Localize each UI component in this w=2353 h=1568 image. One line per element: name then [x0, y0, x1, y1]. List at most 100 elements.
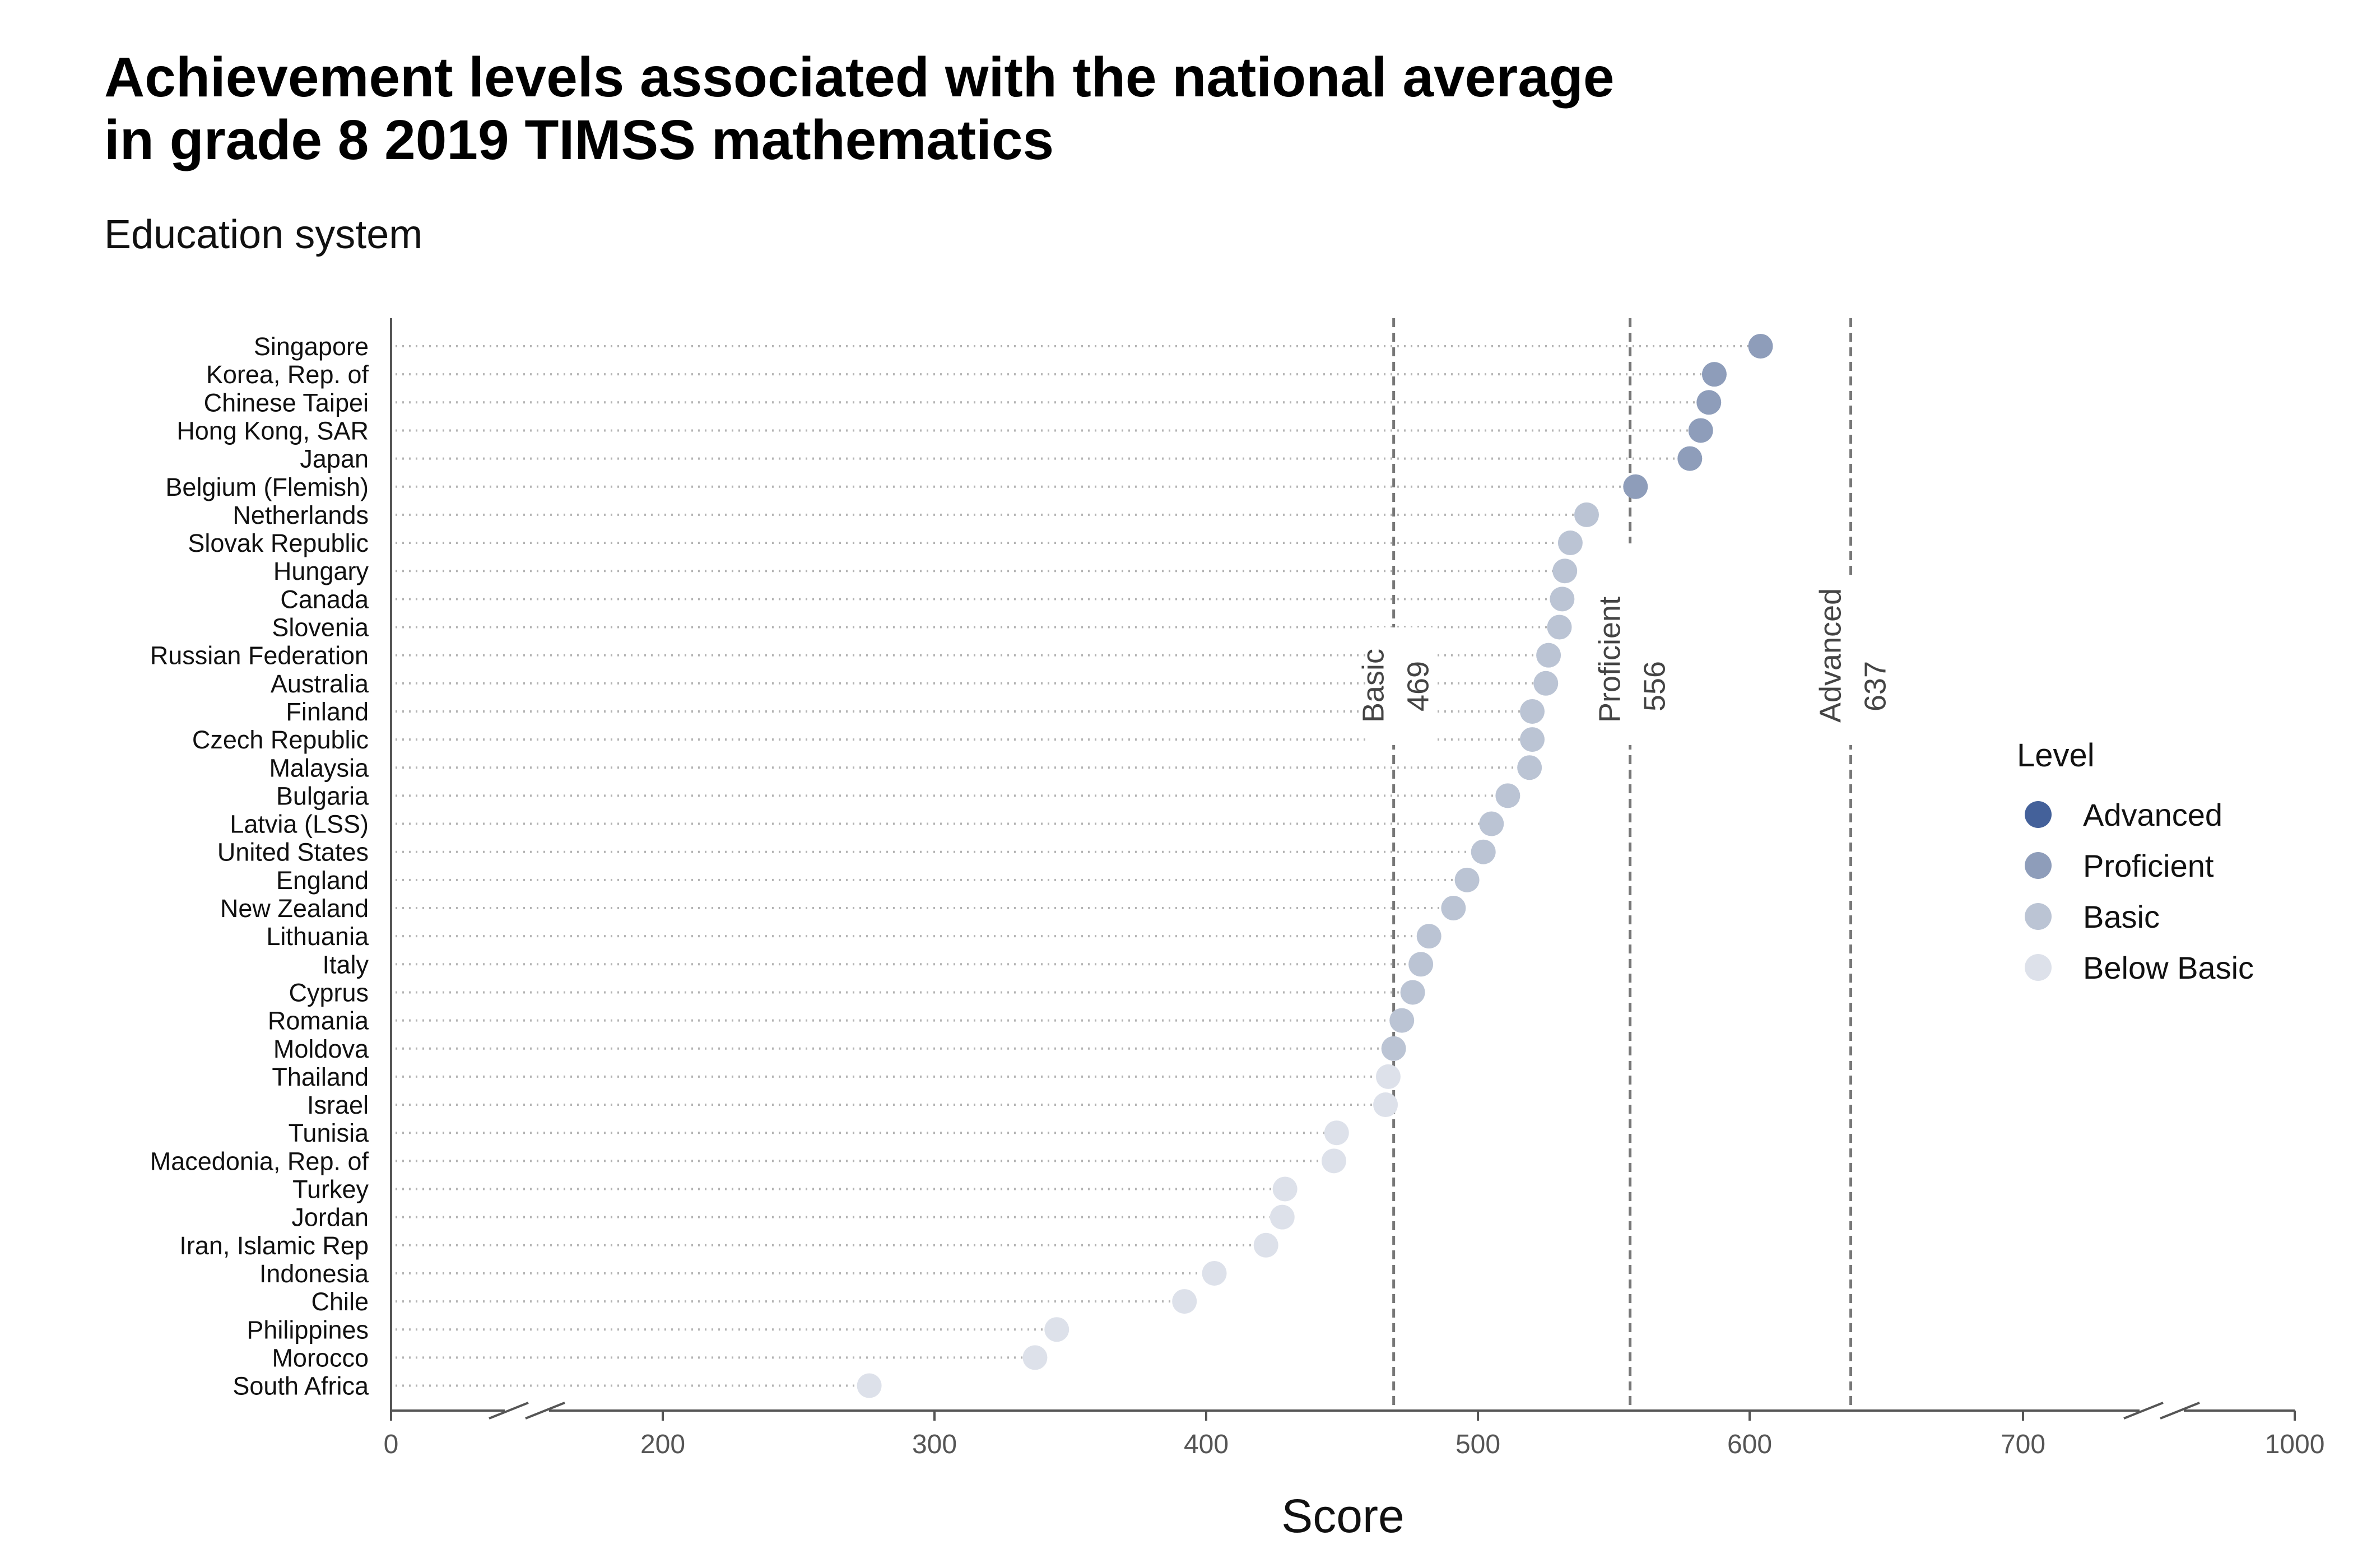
- data-point: [1547, 615, 1572, 640]
- country-label: Singapore: [254, 332, 369, 361]
- axis-break-mark: [2123, 1402, 2164, 1420]
- chart-title-line-1: Achievement levels associated with the n…: [104, 46, 1615, 109]
- country-label: New Zealand: [220, 894, 369, 923]
- legend-label: Proficient: [2083, 848, 2214, 883]
- country-label: Korea, Rep. of: [206, 360, 369, 389]
- data-point: [1321, 1148, 1346, 1174]
- x-tick-label: 200: [640, 1430, 685, 1459]
- x-tick-label: 1000: [2265, 1430, 2325, 1459]
- country-label: Chinese Taipei: [204, 388, 369, 417]
- benchmark-label-background: [1365, 627, 1433, 745]
- country-label: Chile: [311, 1287, 369, 1316]
- data-point: [1172, 1289, 1197, 1314]
- benchmark-name-label: Basic: [1357, 649, 1391, 723]
- country-label: Israel: [307, 1091, 369, 1119]
- chart-title: Achievement levels associated with the n…: [104, 46, 2009, 171]
- x-tick-label: 300: [912, 1430, 957, 1459]
- benchmark-name-label: Proficient: [1593, 597, 1627, 723]
- country-label: Philippines: [247, 1315, 369, 1344]
- country-label: Morocco: [272, 1343, 369, 1372]
- data-point: [1677, 446, 1703, 471]
- data-point: [1044, 1317, 1069, 1342]
- country-label: Japan: [300, 445, 369, 473]
- x-tick-label: 600: [1727, 1430, 1772, 1459]
- country-label: Canada: [280, 585, 369, 613]
- legend-swatch: [2025, 954, 2052, 981]
- benchmark-name-label: Advanced: [1814, 588, 1848, 723]
- data-point: [1495, 783, 1520, 808]
- country-label: Czech Republic: [192, 725, 369, 754]
- data-point: [1408, 952, 1434, 977]
- x-tick-label: 0: [384, 1430, 399, 1459]
- country-label: Turkey: [292, 1175, 369, 1204]
- data-point: [1748, 334, 1773, 359]
- country-label: Thailand: [272, 1063, 369, 1091]
- data-point: [1574, 502, 1599, 527]
- data-point: [1696, 390, 1722, 415]
- axis-break-mark: [2160, 1402, 2200, 1420]
- data-point: [1471, 839, 1496, 864]
- country-label: South Africa: [232, 1372, 369, 1401]
- chart-title-line-2: in grade 8 2019 TIMSS mathematics: [104, 109, 1054, 171]
- benchmark-label-background: [1602, 543, 1670, 745]
- legend-swatch: [2025, 801, 2052, 828]
- country-label: Romania: [268, 1007, 369, 1035]
- country-label: Lithuania: [266, 922, 369, 951]
- legend-label: Advanced: [2083, 797, 2222, 832]
- country-label: Moldova: [273, 1035, 369, 1063]
- data-point: [1623, 474, 1648, 499]
- axis-break-gap: [2140, 1402, 2184, 1420]
- data-point: [1701, 362, 1727, 387]
- x-tick-label: 700: [2001, 1430, 2045, 1459]
- country-label: Indonesia: [259, 1259, 369, 1288]
- data-point: [1520, 699, 1545, 724]
- country-label: Latvia (LSS): [230, 810, 369, 839]
- data-point: [1441, 896, 1466, 920]
- axis-break-gap: [505, 1402, 549, 1420]
- data-point: [1454, 867, 1480, 892]
- legend-swatch: [2025, 903, 2052, 930]
- data-point: [1557, 531, 1583, 556]
- data-point: [1375, 1064, 1401, 1089]
- data-point: [1381, 1036, 1406, 1061]
- country-label: Hungary: [273, 557, 369, 585]
- benchmark-value-label: 556: [1638, 661, 1672, 711]
- country-label: Tunisia: [289, 1119, 369, 1147]
- x-tick-label: 500: [1455, 1430, 1500, 1459]
- data-point: [1479, 811, 1504, 836]
- country-label: Macedonia, Rep. of: [150, 1147, 369, 1175]
- data-point: [1022, 1345, 1048, 1370]
- country-label: Finland: [286, 697, 369, 726]
- data-point: [1550, 587, 1575, 612]
- country-label: Australia: [271, 669, 369, 698]
- country-label: Italy: [322, 950, 369, 979]
- country-label: Slovenia: [272, 613, 369, 642]
- country-label: Netherlands: [232, 501, 369, 529]
- axis-break-mark: [489, 1402, 529, 1420]
- country-label: United States: [217, 838, 369, 867]
- axis-break-mark: [525, 1402, 565, 1420]
- country-label: Jordan: [291, 1203, 369, 1232]
- country-label: Iran, Islamic Rep: [179, 1231, 369, 1260]
- chart-subtitle: Education system: [104, 212, 423, 257]
- benchmark-value-label: 637: [1859, 661, 1892, 711]
- data-point: [1389, 1008, 1415, 1033]
- data-point: [1552, 559, 1578, 584]
- data-point: [1688, 418, 1713, 443]
- legend-label: Basic: [2083, 899, 2160, 934]
- data-point: [1536, 643, 1561, 668]
- benchmark-value-label: 469: [1402, 661, 1435, 711]
- data-point: [1373, 1092, 1398, 1118]
- data-point: [1269, 1204, 1295, 1230]
- data-point: [1400, 980, 1425, 1005]
- country-label: England: [276, 866, 369, 895]
- country-label: Cyprus: [289, 978, 369, 1007]
- data-point: [1202, 1260, 1227, 1286]
- country-label: Slovak Republic: [188, 529, 369, 557]
- benchmark-label-background: [1822, 577, 1890, 745]
- x-axis-title: Score: [1281, 1490, 1404, 1542]
- data-point: [1533, 671, 1559, 696]
- country-label: Malaysia: [269, 753, 369, 782]
- legend-swatch: [2025, 852, 2052, 879]
